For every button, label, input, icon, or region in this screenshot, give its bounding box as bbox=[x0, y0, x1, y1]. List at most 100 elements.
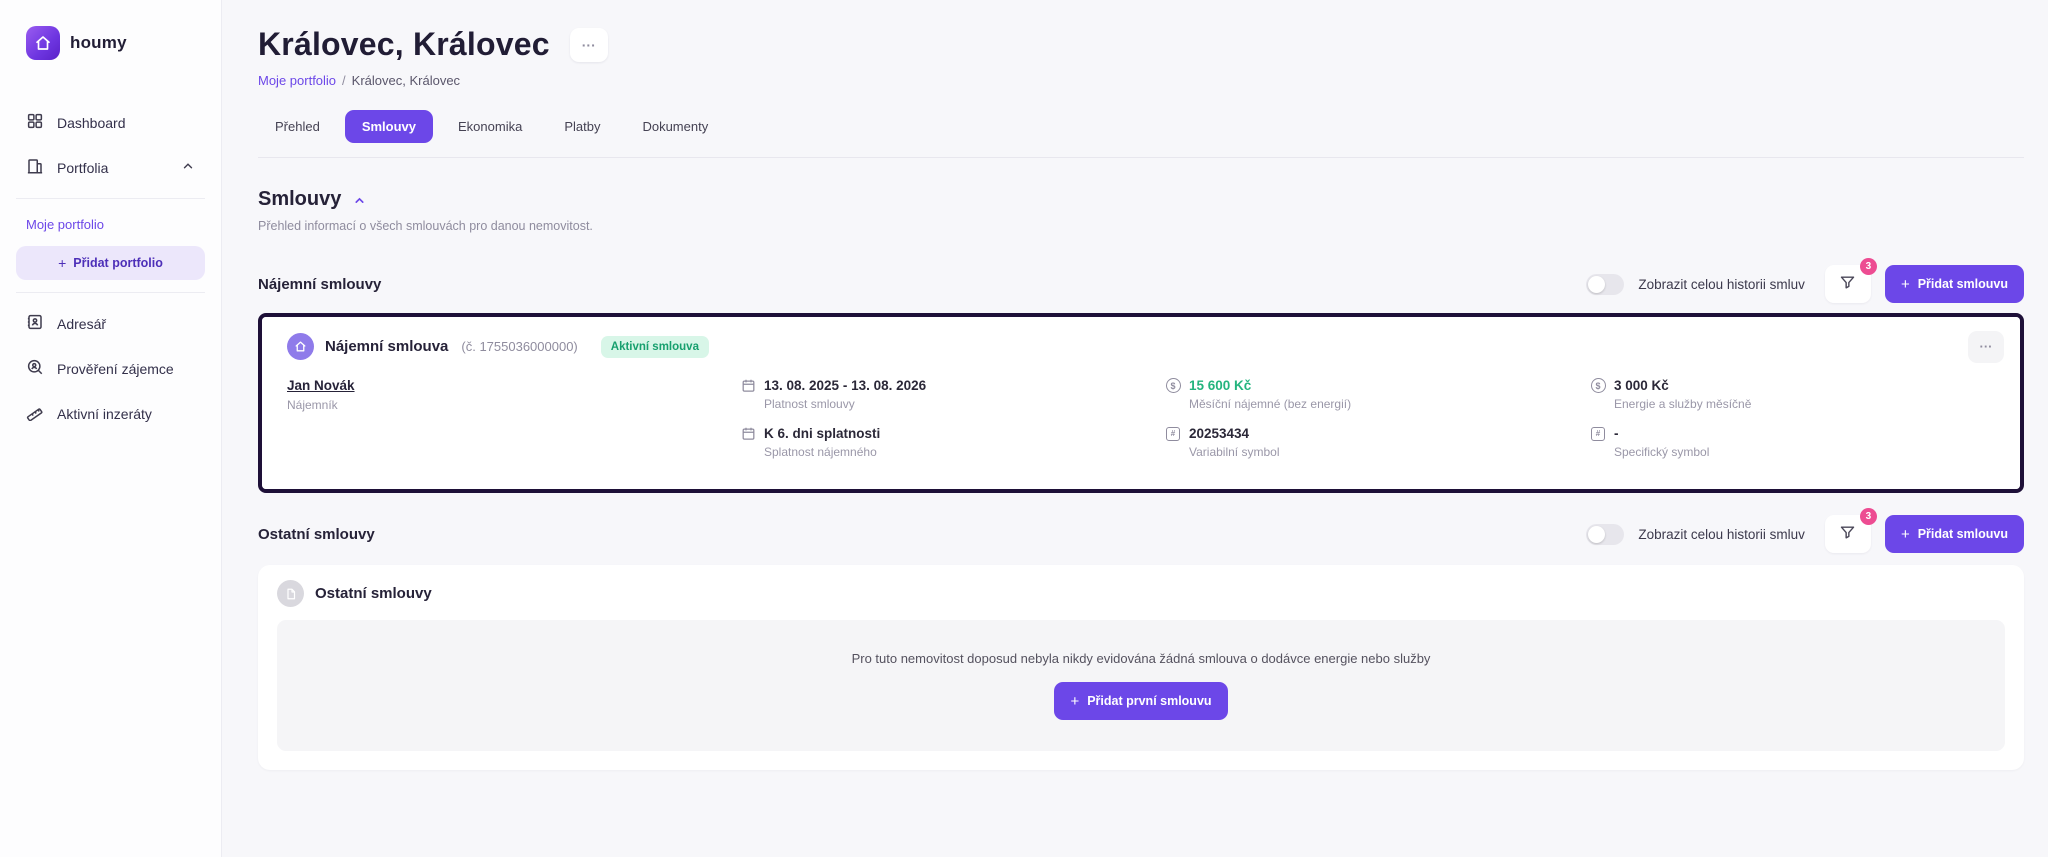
sidebar-item-moje-portfolio[interactable]: Moje portfolio bbox=[26, 217, 105, 232]
history-toggle[interactable] bbox=[1586, 523, 1625, 545]
add-contract-button[interactable]: + Přidat smlouvu bbox=[1884, 515, 2024, 553]
other-contracts-title: Ostatní smlouvy bbox=[258, 525, 375, 543]
houmy-logo-icon bbox=[26, 26, 60, 60]
tabs-divider bbox=[258, 157, 2024, 158]
sidebar: houmy Dashboard Portfolia Moje portfolio… bbox=[0, 0, 222, 857]
filter-count-badge: 3 bbox=[1859, 258, 1877, 275]
document-avatar bbox=[277, 580, 304, 607]
other-contracts-card: Ostatní smlouvy Pro tuto nemovitost dopo… bbox=[258, 565, 2024, 770]
tab-dokumenty[interactable]: Dokumenty bbox=[625, 110, 725, 143]
other-card-title: Ostatní smlouvy bbox=[315, 585, 432, 602]
other-contracts-header: Ostatní smlouvy Zobrazit celou historii … bbox=[258, 508, 2024, 553]
tab-smlouvy[interactable]: Smlouvy bbox=[344, 110, 433, 143]
contract-title: Nájemní smlouva bbox=[325, 338, 449, 355]
tenant-name-link[interactable]: Jan Novák bbox=[287, 378, 355, 393]
ruler-icon bbox=[26, 403, 44, 424]
detail-value: K 6. dni splatnosti bbox=[764, 426, 881, 441]
empty-state-panel: Pro tuto nemovitost doposud nebyla nikdy… bbox=[277, 620, 2005, 751]
detail-item: $ 15 600 Kč Měsíční nájemné (bez energií… bbox=[1165, 378, 1590, 411]
contracts-section-subtitle: Přehled informací o všech smlouvách pro … bbox=[258, 219, 593, 233]
add-first-contract-label: Přidat první smlouvu bbox=[1087, 694, 1212, 708]
filter-button[interactable]: 3 bbox=[1824, 508, 1877, 553]
rental-contract-card[interactable]: Nájemní smlouva (č. 1755036000000) Aktiv… bbox=[262, 317, 2020, 489]
sidebar-item-portfolia[interactable]: Portfolia bbox=[16, 145, 205, 190]
detail-label: Specifický symbol bbox=[1614, 445, 1710, 459]
detail-item: # - Specifický symbol bbox=[1590, 426, 1998, 459]
toggle-knob bbox=[1588, 525, 1606, 543]
sidebar-item-label: Dashboard bbox=[57, 114, 126, 131]
tenant-column: Jan Novák Nájemník bbox=[287, 378, 740, 459]
status-badge: Aktivní smlouva bbox=[600, 335, 709, 358]
detail-label: Energie a služby měsíčně bbox=[1614, 397, 1752, 411]
add-first-contract-button[interactable]: + Přidat první smlouvu bbox=[1054, 682, 1228, 720]
filter-funnel-icon bbox=[1839, 524, 1856, 544]
calendar-icon bbox=[740, 426, 756, 441]
detail-value: 15 600 Kč bbox=[1189, 378, 1252, 393]
sidebar-item-adresar[interactable]: Adresář bbox=[16, 301, 205, 346]
brand-name: houmy bbox=[70, 33, 127, 52]
contact-card-icon bbox=[26, 313, 44, 334]
history-toggle[interactable] bbox=[1586, 273, 1625, 295]
calendar-icon bbox=[740, 378, 756, 393]
add-portfolio-button[interactable]: + Přidat portfolio bbox=[16, 246, 205, 280]
detail-value: - bbox=[1614, 426, 1619, 441]
tab-bar: Přehled Smlouvy Ekonomika Platby Dokumen… bbox=[258, 110, 2024, 143]
sidebar-item-dashboard[interactable]: Dashboard bbox=[16, 100, 205, 145]
history-toggle-label: Zobrazit celou historii smluv bbox=[1638, 276, 1805, 292]
main-content: Královec, Královec ··· Moje portfolio / … bbox=[222, 0, 2048, 857]
brand-logo[interactable]: houmy bbox=[16, 26, 205, 60]
detail-label: Variabilní symbol bbox=[1189, 445, 1280, 459]
contract-number: (č. 1755036000000) bbox=[461, 339, 578, 354]
rental-contract-highlight-box: Nájemní smlouva (č. 1755036000000) Aktiv… bbox=[258, 313, 2024, 493]
tab-platby[interactable]: Platby bbox=[547, 110, 617, 143]
detail-item: # 20253434 Variabilní symbol bbox=[1165, 426, 1590, 459]
building-icon bbox=[26, 157, 44, 178]
tab-prehled[interactable]: Přehled bbox=[258, 110, 337, 143]
detail-item: $ 3 000 Kč Energie a služby měsíčně bbox=[1590, 378, 1998, 411]
history-toggle-label: Zobrazit celou historii smluv bbox=[1638, 526, 1805, 542]
sidebar-item-aktivni-inzeraty[interactable]: Aktivní inzeráty bbox=[16, 391, 205, 436]
sidebar-item-label: Aktivní inzeráty bbox=[57, 405, 152, 422]
rent-column: $ 15 600 Kč Měsíční nájemné (bez energií… bbox=[1165, 378, 1590, 459]
detail-label: Platnost smlouvy bbox=[764, 397, 855, 411]
breadcrumb-current: Královec, Královec bbox=[351, 73, 461, 88]
plus-icon: + bbox=[1900, 275, 1910, 293]
rental-contracts-header: Nájemní smlouvy Zobrazit celou historii … bbox=[258, 258, 2024, 303]
sidebar-divider bbox=[16, 198, 205, 199]
toggle-knob bbox=[1588, 275, 1606, 293]
detail-label: Měsíční nájemné (bez energií) bbox=[1189, 397, 1352, 411]
add-contract-label: Přidat smlouvu bbox=[1917, 527, 2008, 541]
detail-item: 13. 08. 2025 - 13. 08. 2026 Platnost sml… bbox=[740, 378, 1165, 411]
tab-ekonomika[interactable]: Ekonomika bbox=[441, 110, 539, 143]
person-search-icon bbox=[26, 358, 44, 379]
page-more-button[interactable]: ··· bbox=[569, 27, 608, 62]
detail-item: K 6. dni splatnosti Splatnost nájemného bbox=[740, 426, 1165, 459]
coin-icon: $ bbox=[1165, 378, 1181, 393]
chevron-up-icon[interactable] bbox=[181, 159, 195, 176]
add-contract-button[interactable]: + Přidat smlouvu bbox=[1884, 265, 2024, 303]
coin-icon: $ bbox=[1590, 378, 1606, 393]
tenant-item: Jan Novák Nájemník bbox=[287, 378, 740, 412]
filter-funnel-icon bbox=[1839, 274, 1856, 294]
filter-count-badge: 3 bbox=[1859, 508, 1877, 525]
collapse-chevron-up-icon[interactable] bbox=[353, 194, 366, 207]
breadcrumb-separator: / bbox=[342, 73, 346, 88]
detail-value: 20253434 bbox=[1189, 426, 1250, 441]
sidebar-item-provereni-zajemce[interactable]: Prověření zájemce bbox=[16, 346, 205, 391]
add-contract-label: Přidat smlouvu bbox=[1917, 277, 2008, 291]
sidebar-item-label: Prověření zájemce bbox=[57, 360, 174, 377]
contract-more-button[interactable]: ··· bbox=[1968, 331, 2004, 363]
breadcrumb-parent-link[interactable]: Moje portfolio bbox=[258, 73, 337, 88]
plus-icon: + bbox=[1900, 525, 1910, 543]
plus-icon: + bbox=[58, 255, 67, 271]
dates-column: 13. 08. 2025 - 13. 08. 2026 Platnost sml… bbox=[740, 378, 1165, 459]
variable-symbol-icon: # bbox=[1165, 426, 1181, 441]
sidebar-item-label: Adresář bbox=[57, 315, 107, 332]
detail-value: 3 000 Kč bbox=[1614, 378, 1669, 393]
detail-value: 13. 08. 2025 - 13. 08. 2026 bbox=[764, 378, 927, 393]
contracts-section-heading: Smlouvy bbox=[258, 188, 342, 210]
page-title: Královec, Královec bbox=[258, 26, 550, 62]
filter-button[interactable]: 3 bbox=[1824, 258, 1877, 303]
rental-contracts-title: Nájemní smlouvy bbox=[258, 275, 382, 293]
